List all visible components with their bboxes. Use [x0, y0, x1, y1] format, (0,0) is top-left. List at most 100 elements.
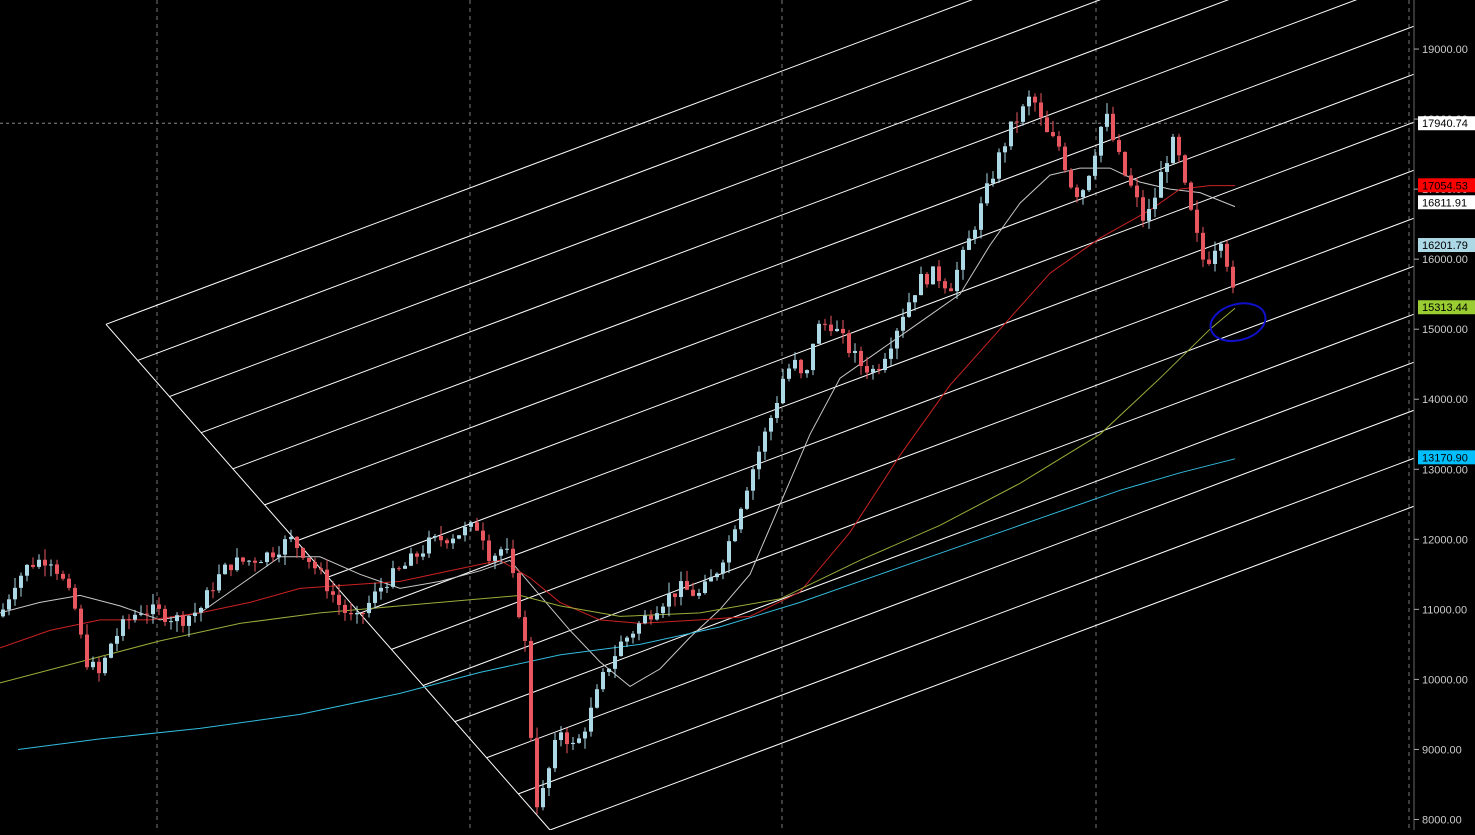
candle-body-87 [523, 617, 527, 641]
y-tick-label-9: 10000.00 [1422, 674, 1468, 686]
candle-body-58 [349, 613, 353, 615]
candle-body-24 [145, 613, 149, 615]
candle-body-92 [553, 740, 557, 769]
candle-body-131 [787, 368, 791, 379]
candle-body-192 [1153, 197, 1157, 210]
candle-body-164 [985, 183, 989, 204]
candle-body-0 [1, 609, 5, 617]
candle-body-38 [229, 564, 233, 571]
candle-body-48 [289, 536, 293, 540]
candle-body-117 [703, 581, 707, 593]
candle-body-51 [307, 557, 311, 562]
candle-body-127 [763, 431, 767, 452]
candle-body-174 [1045, 117, 1049, 133]
fan-line-3 [200, 0, 1358, 434]
candle-body-15 [91, 661, 95, 668]
candle-body-56 [337, 594, 341, 605]
candle-body-177 [1063, 146, 1067, 171]
candle-body-71 [427, 537, 431, 554]
annotation-circle [1209, 302, 1267, 343]
candle-body-186 [1117, 140, 1121, 152]
candle-body-149 [895, 330, 899, 349]
candle-body-66 [397, 568, 401, 570]
price-label-5: 13170.90 [1422, 452, 1468, 464]
price-label-box-1 [1418, 178, 1475, 193]
candle-body-53 [319, 568, 323, 570]
candle-body-121 [727, 541, 731, 563]
candle-body-81 [487, 540, 491, 561]
candle-body-73 [439, 535, 443, 541]
candle-body-101 [607, 668, 611, 673]
candle-body-105 [631, 633, 635, 638]
candle-body-156 [937, 266, 941, 282]
candle-body-193 [1159, 171, 1163, 198]
candle-body-78 [469, 522, 473, 527]
y-tick-label-11: 8000.00 [1422, 814, 1462, 826]
candle-body-25 [151, 604, 155, 615]
candle-body-8 [49, 564, 53, 566]
candle-body-4 [25, 564, 29, 576]
candle-body-120 [721, 562, 725, 574]
candle-body-116 [697, 592, 701, 596]
candle-body-10 [61, 573, 65, 579]
candle-body-132 [793, 359, 797, 369]
candle-body-123 [739, 508, 743, 530]
candle-body-114 [685, 581, 689, 590]
candle-body-141 [847, 333, 851, 353]
candle-body-44 [265, 552, 269, 563]
candle-body-28 [169, 621, 173, 623]
candle-body-62 [373, 591, 377, 603]
candle-body-6 [37, 559, 41, 567]
candle-body-190 [1141, 197, 1145, 221]
candle-body-32 [193, 612, 197, 617]
candle-body-43 [259, 562, 263, 564]
candle-body-147 [883, 358, 887, 371]
candle-body-57 [343, 604, 347, 614]
candle-body-41 [247, 560, 251, 562]
candle-body-109 [655, 613, 659, 620]
candle-body-16 [97, 661, 101, 674]
candle-body-142 [853, 350, 857, 353]
candle-body-76 [457, 535, 461, 539]
candle-body-20 [121, 619, 125, 636]
candle-body-64 [385, 586, 389, 588]
candle-body-163 [979, 203, 983, 230]
candle-body-125 [751, 469, 755, 491]
candle-body-46 [277, 554, 281, 558]
price-label-box-3 [1418, 238, 1475, 253]
candle-body-37 [223, 564, 227, 575]
candle-body-110 [661, 606, 665, 614]
fan-line-7 [327, 169, 1415, 578]
candle-body-151 [907, 302, 911, 317]
candle-body-155 [931, 266, 935, 285]
candle-body-55 [331, 591, 335, 595]
candle-body-18 [109, 643, 113, 658]
candle-body-33 [199, 607, 203, 613]
candle-body-172 [1033, 96, 1037, 103]
candle-body-197 [1183, 155, 1187, 183]
candle-body-202 [1213, 250, 1217, 264]
candle-body-89 [535, 737, 539, 808]
candle-body-91 [547, 768, 551, 789]
candle-body-60 [361, 613, 365, 615]
candle-body-52 [313, 561, 317, 569]
candle-body-188 [1129, 175, 1133, 186]
candle-body-182 [1093, 155, 1097, 176]
candle-body-85 [511, 548, 515, 574]
fan-line-9 [391, 265, 1415, 650]
candle-body-26 [157, 604, 161, 609]
price-label-box-2 [1418, 195, 1475, 210]
candle-body-11 [67, 578, 71, 588]
candle-body-168 [1009, 121, 1013, 147]
candle-body-30 [181, 615, 185, 626]
candle-body-139 [835, 328, 839, 332]
candle-body-129 [775, 403, 779, 418]
candle-body-136 [817, 323, 821, 344]
candle-body-169 [1015, 121, 1019, 123]
candle-body-171 [1027, 96, 1031, 107]
candle-body-54 [325, 569, 329, 592]
candle-body-19 [115, 635, 119, 644]
fan-lines [105, 0, 1415, 831]
